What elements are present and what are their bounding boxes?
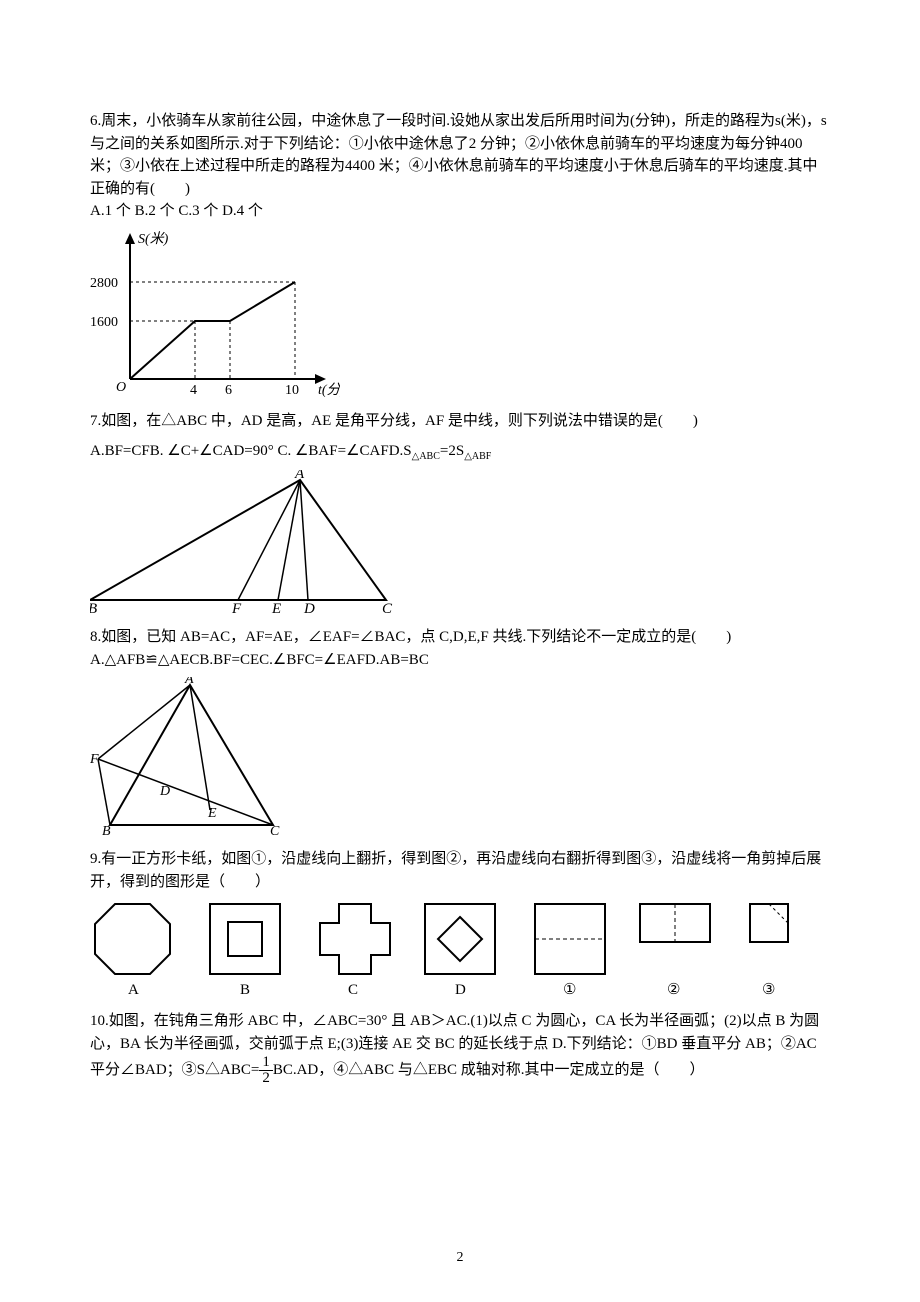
xtick-4: 4 [190,383,197,398]
xtick-6: 6 [225,383,232,398]
q7-text: 7.如图，在△ABC 中，AD 是高，AE 是角平分线，AF 是中线，则下列说法… [90,413,698,429]
q7-choices: A.BF=CFB. ∠C+∠CAD=90° C. ∠BAF=∠CAFD.S△AB… [90,440,830,464]
q9-text: 9.有一正方形卡纸，如图①，沿虚线向上翻折，得到图②，再沿虚线向右翻折得到图③，… [90,851,821,890]
page-number: 2 [0,1250,920,1266]
q8-text: 8.如图，已知 AB=AC，AF=AE，∠EAF=∠BAC，点 C,D,E,F … [90,629,731,645]
question-10: 10.如图，在钝角三角形 ABC 中，∠ABC=30° 且 AB＞AC.(1)以… [90,1010,830,1086]
q9-label-C: C [348,982,358,998]
q8-choices: A.△AFB≌△AECB.BF=CEC.∠BFC=∠EAFD.AB=BC [90,652,429,668]
origin: O [116,380,126,395]
svg-text:C: C [270,824,280,837]
q9-label-D: D [455,982,466,998]
svg-text:B: B [102,824,111,837]
q7-figure: A B F E D C [90,470,830,620]
q9-label-2: ② [667,982,680,998]
svg-text:E: E [207,806,217,821]
ytick-1600: 1600 [90,315,118,330]
svg-text:A: A [184,677,194,687]
axis-label-x: t(分) [318,382,340,398]
q8-figure: A F D E B C [90,677,830,842]
svg-text:A: A [294,470,305,482]
q10-text2: BC.AD，④△ABC 与△EBC 成轴对称.其中一定成立的是（ ） [273,1062,705,1078]
q9-label-A: A [128,982,139,998]
svg-text:F: F [231,601,242,615]
q6-chart: S(米) t(分) O 1600 2800 4 6 10 [90,229,830,404]
axis-label-y: S(米) [138,231,169,247]
svg-text:D: D [159,784,170,799]
question-8: 8.如图，已知 AB=AC，AF=AE，∠EAF=∠BAC，点 C,D,E,F … [90,626,830,671]
q9-label-3: ③ [762,982,775,998]
xtick-10: 10 [285,383,299,398]
q9-figure: A B C D ① ② ③ [90,899,830,1004]
svg-text:D: D [303,601,315,615]
q6-choices: A.1 个 B.2 个 C.3 个 D.4 个 [90,203,263,219]
svg-text:B: B [90,601,97,615]
q9-label-1: ① [563,982,576,998]
svg-text:C: C [382,601,393,615]
question-6: 6.周末，小依骑车从家前往公园，中途休息了一段时间.设她从家出发后所用时间为(分… [90,110,830,223]
svg-text:F: F [90,752,99,767]
ytick-2800: 2800 [90,276,118,291]
svg-text:E: E [271,601,281,615]
question-9: 9.有一正方形卡纸，如图①，沿虚线向上翻折，得到图②，再沿虚线向右翻折得到图③，… [90,848,830,893]
question-7: 7.如图，在△ABC 中，AD 是高，AE 是角平分线，AF 是中线，则下列说法… [90,410,830,433]
q6-text: 6.周末，小依骑车从家前往公园，中途休息了一段时间.设她从家出发后所用时间为(分… [90,113,827,197]
q9-label-B: B [240,982,250,998]
